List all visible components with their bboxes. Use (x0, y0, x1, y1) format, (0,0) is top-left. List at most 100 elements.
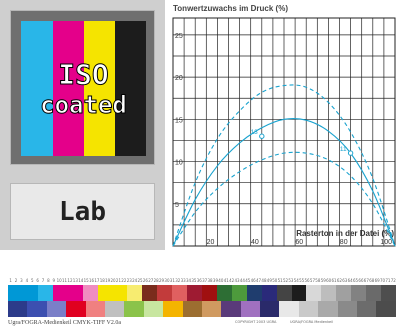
strip-patch (22, 285, 38, 301)
strip-number: 62 (336, 278, 342, 283)
strip-number: 53 (288, 278, 294, 283)
strip-number: 40 (218, 278, 224, 283)
x-tick-label: 40 (251, 239, 259, 246)
strip-number: 14 (78, 278, 84, 283)
strip-number: 29 (159, 278, 165, 283)
strip-number: 36 (196, 278, 202, 283)
strip-patch (127, 285, 143, 301)
logo-stripe (52, 21, 84, 156)
iso-coated-logo: ISO coated (10, 10, 155, 165)
strip-number: 68 (369, 278, 375, 283)
strip-number: 4 (25, 278, 29, 283)
strip-number: 22 (121, 278, 127, 283)
strip-patch (163, 301, 183, 317)
strip-number: 3 (20, 278, 23, 283)
annotation-label: 13 (251, 129, 259, 136)
strip-number: 45 (245, 278, 251, 283)
strip-patch (66, 301, 86, 317)
strip-number: 7 (41, 278, 45, 283)
strip-number: 34 (185, 278, 192, 283)
lab-button: Lab (10, 183, 155, 240)
strip-batch: UGRA/FOGRA Medienkeil (290, 320, 334, 324)
strip-number: 41 (223, 278, 229, 283)
strip-patch (366, 285, 382, 301)
strip-patch (124, 301, 144, 317)
strip-patch (381, 285, 396, 301)
strip-patch (201, 285, 217, 301)
strip-number: 59 (320, 278, 326, 283)
strip-patch (216, 285, 232, 301)
strip-number: 55 (299, 278, 305, 283)
strip-copyright: COPYRIGHT 2003 UGRA (235, 320, 277, 324)
strip-patch (187, 285, 202, 301)
strip-number: 6 (36, 278, 39, 283)
strip-patch (306, 285, 322, 301)
strip-patch (351, 285, 367, 301)
strip-number: 65 (353, 278, 359, 283)
iso-text: ISO (58, 58, 110, 91)
strip-patch (172, 285, 188, 301)
series-line-1 (172, 84, 396, 247)
strip-number: 15 (83, 278, 89, 283)
strip-number: 69 (374, 278, 380, 283)
strip-number: 24 (132, 278, 138, 283)
strip-number: 64 (347, 278, 353, 283)
strip-number: 43 (234, 278, 240, 283)
strip-number: 67 (363, 278, 369, 283)
strip-patch (321, 285, 337, 301)
strip-patch (52, 285, 68, 301)
strip-number: 27 (148, 278, 154, 283)
strip-number: 49 (266, 278, 272, 283)
strip-numbers: 1 2 3 4 5 6 7 8 9 10 11 12 13 14 15 16 17 18 19 20 21 22 23 24 2… (0, 278, 398, 286)
strip-patch (27, 301, 47, 317)
strip-row-top (8, 285, 396, 301)
strip-patch (112, 285, 128, 301)
strip-number: 58 (315, 278, 321, 283)
logo-stripe (83, 21, 116, 156)
strip-patch (261, 285, 277, 301)
strip-patch (260, 301, 280, 317)
strip-number: 54 (293, 278, 299, 283)
annotation-marker (259, 133, 265, 139)
x-tick-label: 20 (207, 239, 215, 246)
strip-patch (143, 301, 164, 317)
strip-number: 25 (137, 278, 143, 283)
strip-row-bottom (8, 301, 396, 317)
strip-number: 12 (67, 278, 73, 283)
strip-patch (276, 285, 292, 301)
series-line-2 (172, 117, 396, 247)
strip-number: 61 (331, 278, 337, 283)
strip-number: 28 (153, 278, 159, 283)
y-tick-label: 5 (175, 202, 179, 209)
strip-number: 5 (30, 278, 34, 283)
chart-title: Tonwertzuwachs im Druck (%) (173, 4, 288, 13)
strip-number: 19 (105, 278, 111, 283)
strip-patch (336, 285, 352, 301)
strip-number: 51 (277, 278, 283, 283)
strip-number: 26 (142, 278, 148, 283)
strip-number: 10 (56, 278, 62, 283)
strip-patch (240, 301, 261, 317)
annotation-marker (347, 150, 354, 156)
strip-number: 8 (47, 278, 50, 283)
strip-number: 23 (126, 278, 132, 283)
strip-patch (97, 285, 113, 301)
strip-patch (82, 285, 98, 301)
strip-patch (157, 285, 173, 301)
strip-number: 9 (52, 278, 56, 283)
strip-number: 44 (239, 278, 245, 283)
strip-patch (8, 285, 23, 301)
strip-number: 13 (72, 278, 78, 283)
logo-stripe (114, 21, 146, 156)
strip-patch (318, 301, 338, 317)
strip-number: 52 (282, 278, 289, 283)
x-tick-label: 60 (295, 239, 303, 246)
strip-number: 17 (94, 278, 100, 283)
strip-number: 47 (256, 278, 262, 283)
strip-number: 48 (261, 278, 267, 283)
strip-number: 31 (169, 278, 175, 283)
strip-patch (104, 301, 125, 317)
strip-patch (298, 301, 319, 317)
strip-caption: Ugra/FOGRA-Medienkeil CMYK-TIFF V2.0a (8, 320, 122, 326)
